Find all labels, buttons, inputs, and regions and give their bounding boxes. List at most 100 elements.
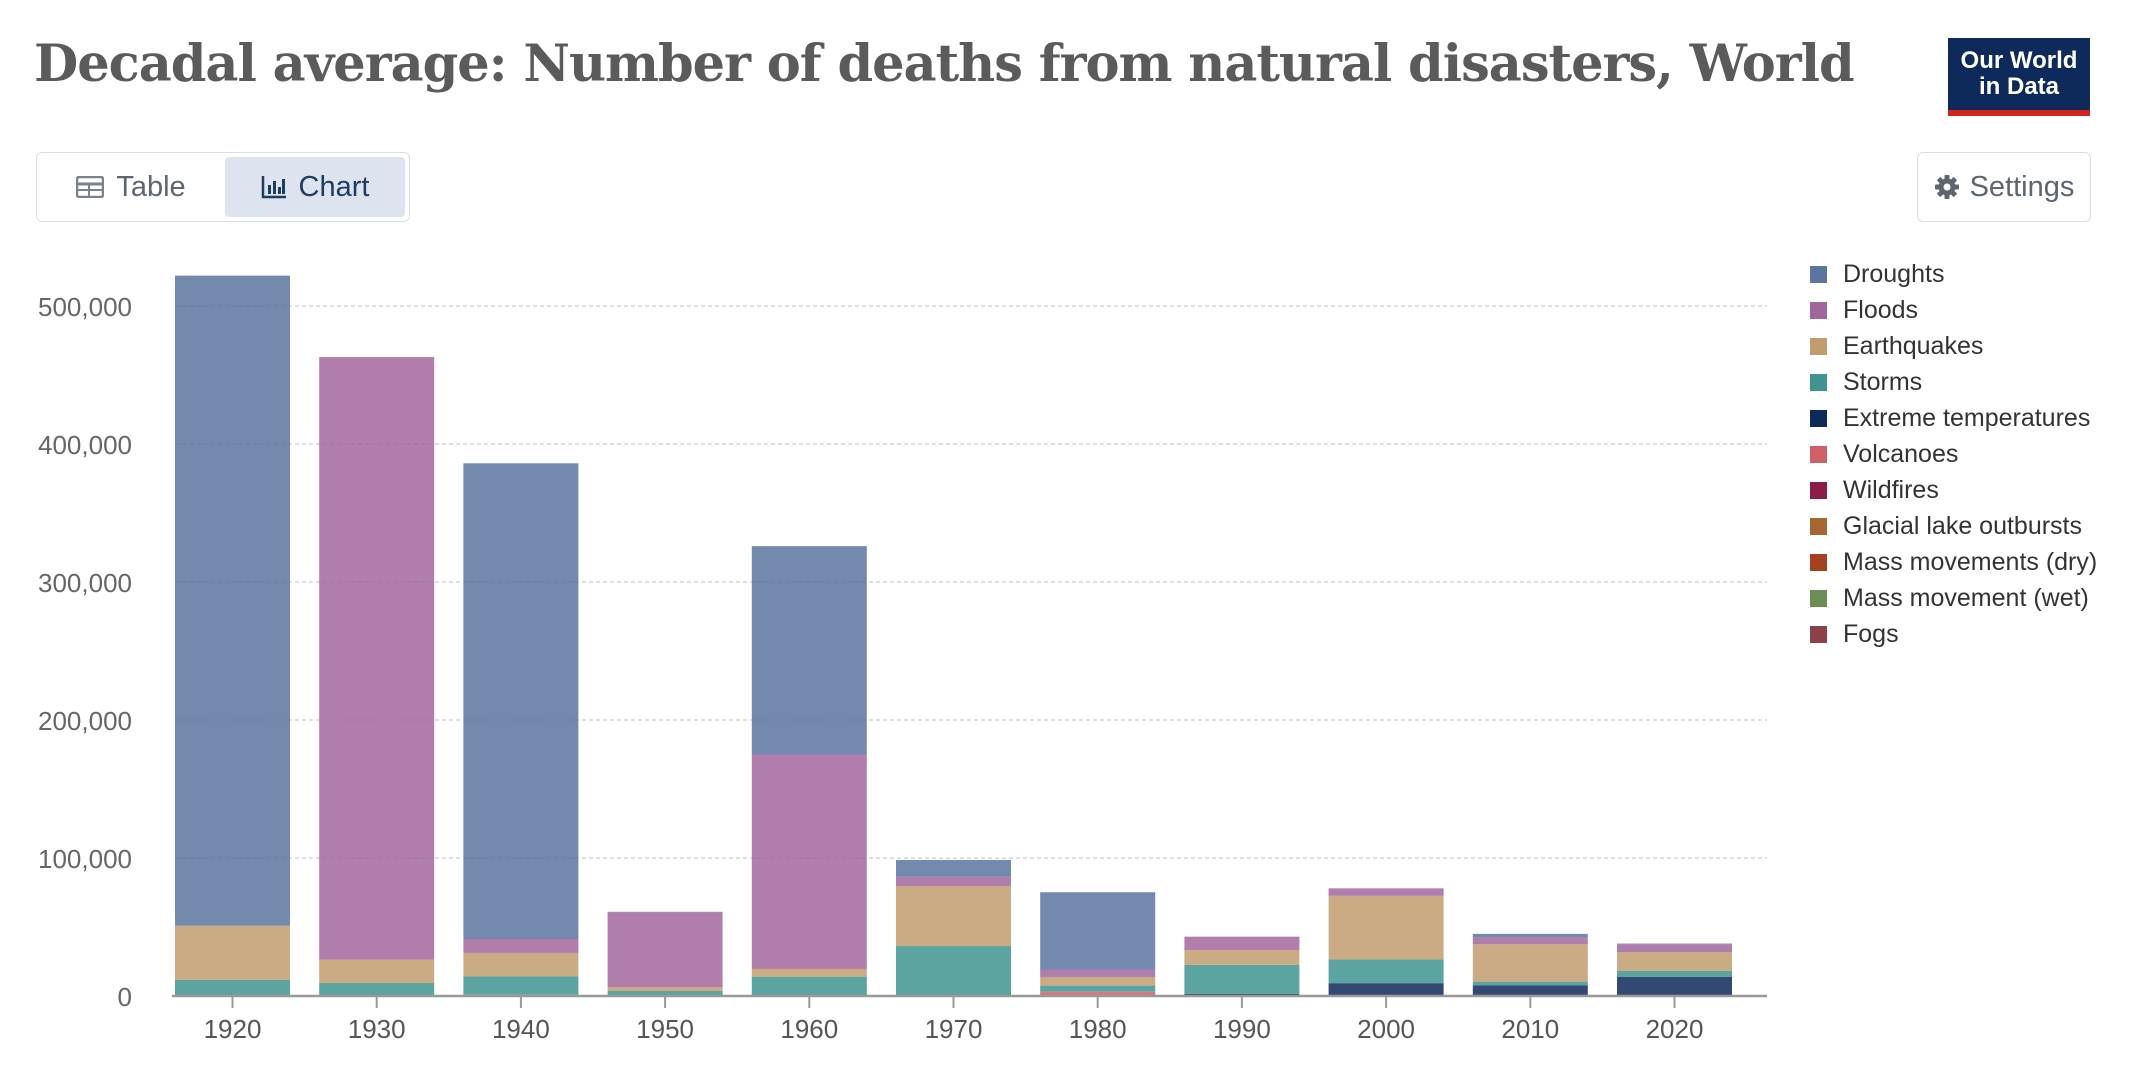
legend-swatch <box>1810 373 1827 391</box>
bar-segment-droughts <box>175 275 290 926</box>
legend: Droughts Floods Earthquakes Storms Extreme t… <box>1810 256 2097 652</box>
bar-segment-extreme-temperatures <box>1472 985 1588 996</box>
bar-segment-floods <box>896 876 1011 887</box>
legend-swatch <box>1810 589 1827 607</box>
legend-item[interactable]: Mass movement (wet) <box>1810 580 2097 616</box>
legend-swatch <box>1810 481 1827 499</box>
legend-item[interactable]: Floods <box>1810 292 2097 328</box>
bar-segment-storms <box>1040 985 1156 992</box>
bar-segment-earthquakes <box>1184 950 1300 965</box>
legend-swatch <box>1810 409 1827 427</box>
bar-segment-earthquakes <box>175 925 290 980</box>
legend-swatch <box>1810 517 1827 535</box>
bar-segment-droughts <box>896 859 1011 877</box>
legend-label: Mass movements (dry) <box>1843 547 2098 576</box>
legend-item[interactable]: Droughts <box>1810 256 2097 292</box>
legend-label: Wildfires <box>1843 475 1939 504</box>
tab-chart-label: Chart <box>298 170 370 203</box>
legend-item[interactable]: Volcanoes <box>1810 436 2097 472</box>
x-tick-label: 1960 <box>780 1014 838 1044</box>
bar-segment-earthquakes <box>1472 944 1588 982</box>
tab-chart[interactable]: Chart <box>225 157 405 217</box>
bar-segment-storms <box>1184 964 1300 994</box>
bar-segment-earthquakes <box>319 959 435 984</box>
y-tick-label: 100,000 <box>38 844 132 874</box>
bar-segment-storms <box>319 983 435 996</box>
bar-segment-storms <box>463 976 579 995</box>
bar-segment-earthquakes <box>463 952 579 977</box>
x-tick-label: 1930 <box>348 1014 406 1044</box>
table-icon <box>76 176 105 198</box>
legend-item[interactable]: Glacial lake outbursts <box>1810 508 2097 544</box>
bar-segment-floods <box>1040 969 1156 977</box>
legend-item[interactable]: Wildfires <box>1810 472 2097 508</box>
bar-segment-droughts <box>607 911 723 913</box>
x-tick-label: 1920 <box>204 1014 262 1044</box>
legend-swatch <box>1810 337 1827 355</box>
stacked-bar-chart: 0 100,000 200,000 300,000 400,000 500,000 1920… <box>38 275 1767 1044</box>
chart-title: Decadal average: Number of deaths from n… <box>34 34 1855 94</box>
legend-label: Glacial lake outbursts <box>1843 511 2083 540</box>
bar-segment-storms <box>751 976 867 996</box>
legend-label: Storms <box>1843 367 1923 396</box>
legend-item[interactable]: Storms <box>1810 364 2097 400</box>
owid-logo[interactable]: Our World in Data <box>1948 38 2090 116</box>
y-tick-label: 200,000 <box>38 706 132 736</box>
legend-swatch <box>1810 625 1827 643</box>
x-tick-label: 2020 <box>1646 1014 1704 1044</box>
y-tick-label: 500,000 <box>38 292 132 322</box>
legend-item[interactable]: Extreme temperatures <box>1810 400 2097 436</box>
bar-segment-floods <box>1617 944 1732 953</box>
logo-line1: Our World <box>1960 47 2078 74</box>
gear-icon <box>1934 175 1959 199</box>
bar-segment-storms <box>607 991 723 996</box>
x-tick-label: 1970 <box>925 1014 983 1044</box>
bar-segment-extreme-temperatures <box>1617 976 1732 996</box>
bar-segment-floods <box>1472 937 1588 945</box>
legend-label: Mass movement (wet) <box>1843 583 2089 612</box>
y-tick-label: 400,000 <box>38 430 132 460</box>
settings-label: Settings <box>1969 170 2075 203</box>
bar-segment-droughts <box>751 546 867 755</box>
legend-swatch <box>1810 265 1827 283</box>
bar-segment-extreme-temperatures <box>1328 983 1444 996</box>
x-tick-label: 1950 <box>636 1014 694 1044</box>
legend-swatch <box>1810 553 1827 571</box>
bar-segment-earthquakes <box>607 987 723 992</box>
legend-swatch <box>1810 301 1827 319</box>
tab-table-label: Table <box>116 170 186 203</box>
bar-segment-earthquakes <box>896 886 1011 947</box>
y-tick-label: 0 <box>118 982 132 1012</box>
legend-label: Volcanoes <box>1843 439 1959 468</box>
bar-segment-earthquakes <box>1040 976 1156 986</box>
bar-segment-droughts <box>1040 892 1156 970</box>
bar-segment-droughts <box>1472 933 1588 938</box>
bar-segment-droughts <box>463 463 579 940</box>
legend-label: Extreme temperatures <box>1843 403 2091 432</box>
x-tick-label: 2010 <box>1501 1014 1559 1044</box>
bar-segment-volcanoes <box>1040 991 1156 996</box>
settings-button[interactable]: Settings <box>1917 152 2091 222</box>
bar-segment-floods <box>1184 936 1300 951</box>
x-tick-label: 1940 <box>492 1014 550 1044</box>
bar-segment-storms <box>175 979 290 996</box>
bar-segment-floods <box>463 939 579 953</box>
legend-item[interactable]: Mass movements (dry) <box>1810 544 2097 580</box>
bar-segment-earthquakes <box>751 968 867 977</box>
bar-segment-floods <box>751 754 867 969</box>
legend-label: Floods <box>1843 295 1919 324</box>
bar-segment-floods <box>607 912 723 988</box>
bar-segment-storms <box>1472 981 1588 986</box>
bar-segment-storms <box>896 946 1011 996</box>
tab-table[interactable]: Table <box>41 157 221 217</box>
chart-icon <box>261 176 286 199</box>
legend-item[interactable]: Earthquakes <box>1810 328 2097 364</box>
bar-segment-droughts <box>1617 943 1732 945</box>
bar-segment-earthquakes <box>1328 895 1444 960</box>
legend-label: Fogs <box>1843 619 1899 648</box>
view-tabs: Table Chart <box>36 152 410 222</box>
legend-label: Droughts <box>1843 259 1945 288</box>
bar-segment-storms <box>1328 959 1444 984</box>
bar-segment-storms <box>1617 970 1732 977</box>
legend-item[interactable]: Fogs <box>1810 616 2097 652</box>
